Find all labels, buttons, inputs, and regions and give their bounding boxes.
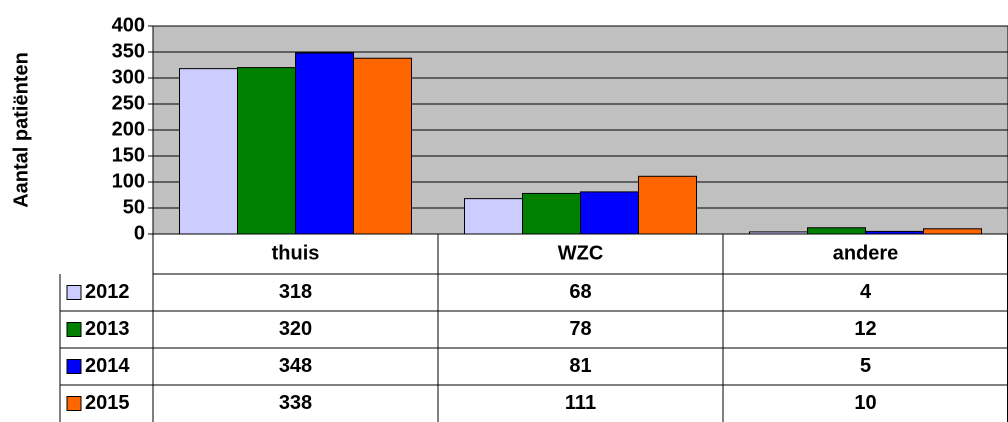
bar (353, 57, 412, 235)
bar (237, 67, 296, 235)
table-value: 78 (569, 318, 591, 340)
table-value: 348 (279, 355, 312, 377)
y-tick-label: 400 (112, 14, 145, 36)
table-value: 12 (854, 318, 876, 340)
y-tick-label: 50 (123, 196, 145, 218)
y-tick-label: 0 (134, 222, 145, 244)
y-tick-label: 150 (112, 144, 145, 166)
table-value: 320 (279, 318, 312, 340)
table-value: 4 (860, 281, 872, 303)
y-tick-label: 350 (112, 40, 145, 62)
legend-swatch (66, 285, 82, 300)
y-tick-label: 100 (112, 170, 145, 192)
legend-swatch (66, 359, 82, 374)
bar (865, 230, 924, 235)
bar (923, 228, 982, 235)
y-tick-label: 300 (112, 66, 145, 88)
bar (522, 192, 581, 235)
bar (749, 231, 808, 235)
bar (179, 68, 238, 235)
table-value: 68 (569, 281, 591, 303)
y-tick-label: 200 (112, 118, 145, 140)
bar (807, 227, 866, 235)
legend-swatch (66, 322, 82, 337)
legend-swatch (66, 396, 82, 411)
bar (638, 175, 697, 235)
table-value: 81 (569, 355, 591, 377)
table-value: 10 (854, 392, 876, 414)
x-tick-label: thuis (272, 242, 320, 264)
legend-label: 2013 (85, 318, 130, 340)
x-tick-label: WZC (558, 242, 604, 264)
bar (580, 191, 639, 235)
legend-label: 2012 (85, 281, 130, 303)
table-value: 338 (279, 392, 312, 414)
bar (464, 198, 523, 235)
legend-label: 2014 (85, 355, 130, 377)
y-axis-label: Aantal patiënten (10, 52, 32, 208)
legend-label: 2015 (85, 392, 130, 414)
table-value: 111 (565, 392, 596, 414)
x-tick-label: andere (833, 242, 899, 264)
bar (295, 52, 354, 235)
table-value: 318 (279, 281, 312, 303)
table-value: 5 (860, 355, 871, 377)
y-tick-label: 250 (112, 92, 145, 114)
